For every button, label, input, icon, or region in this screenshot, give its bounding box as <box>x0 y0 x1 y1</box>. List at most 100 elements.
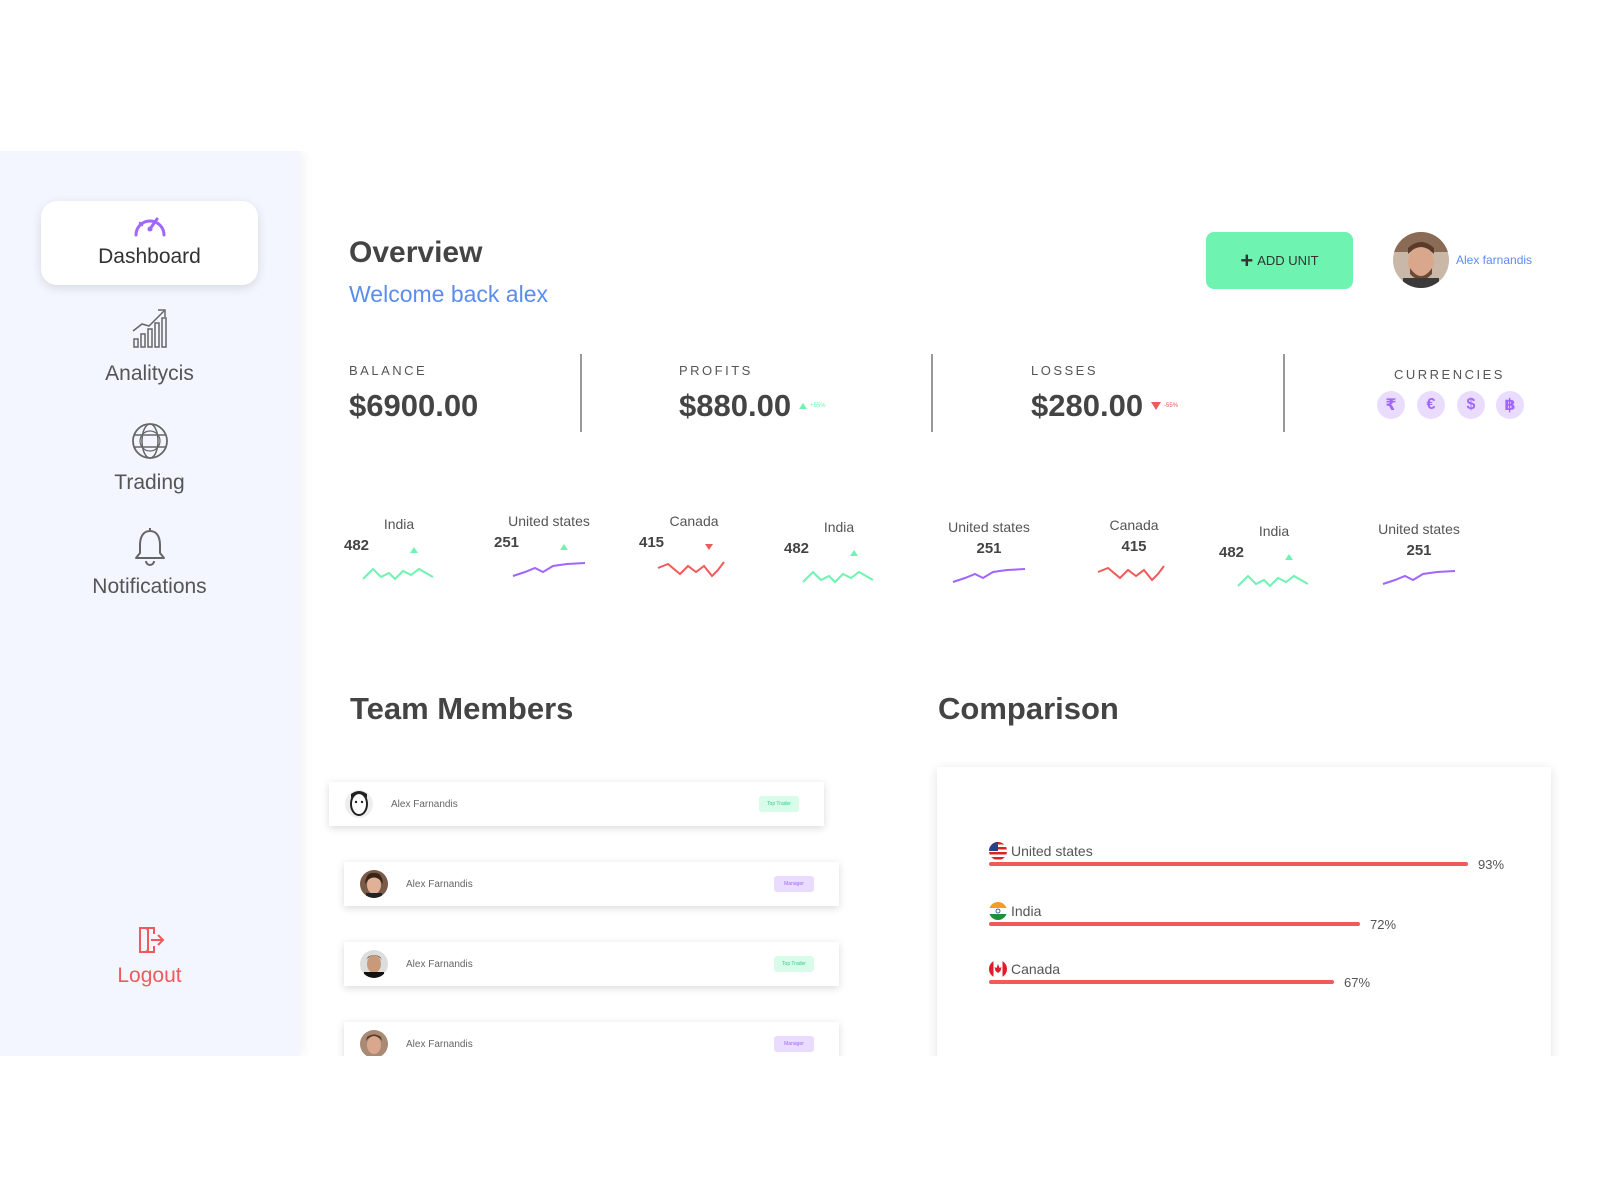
sparkline-line <box>1237 574 1309 588</box>
logout-icon <box>138 927 164 953</box>
losses-change: -55% <box>1164 403 1179 409</box>
sparkline-value: 415 <box>1121 538 1147 555</box>
sparkline-value: 251 <box>976 540 1002 557</box>
add-unit-button[interactable]: + ADD UNIT <box>1206 232 1353 289</box>
sparkline-line <box>362 567 434 581</box>
list-item[interactable]: Alex Farnandis Manager <box>344 862 839 906</box>
comparison-percent: 93% <box>1478 857 1505 872</box>
sparkline-country: Canada <box>669 513 719 529</box>
sparkline-card: United states 251 <box>494 513 604 580</box>
sparkline-line <box>802 570 874 584</box>
sparkline-card: Canada 415 <box>1079 517 1189 584</box>
sparkline-card: United states 251 <box>934 519 1044 586</box>
triangle-up-icon <box>559 544 568 550</box>
sparkline-country: United states <box>1378 521 1460 537</box>
triangle-up-icon <box>849 550 858 556</box>
comparison-row: United states 93% <box>989 842 1504 872</box>
sparkline-country: India <box>823 519 855 535</box>
sidebar-item-label: Dashboard <box>98 245 201 268</box>
main-content: Overview Welcome back alex + ADD UNIT Al… <box>300 151 1600 1056</box>
losses-caption: LOSSES <box>1031 363 1099 378</box>
rupee-icon[interactable]: ₹ <box>1377 391 1405 419</box>
sidebar-item-label: Notifications <box>92 575 207 598</box>
avatar <box>360 870 388 898</box>
sparkline-card: India 482 <box>344 516 454 583</box>
losses-value: $280.00 <box>1031 388 1144 423</box>
sparkline-card: United states 251 <box>1364 521 1474 588</box>
triangle-up-icon <box>1284 554 1293 560</box>
avatar <box>345 790 373 818</box>
comparison-country: Canada <box>1011 961 1061 977</box>
triangle-down-icon <box>1151 402 1162 410</box>
speedometer-icon <box>134 217 165 237</box>
comparison-card: United states 93% India 72% <box>937 767 1551 1056</box>
logout-button[interactable]: Logout <box>41 924 258 988</box>
member-name: Alex Farnandis <box>391 798 458 810</box>
bitcoin-icon[interactable]: ฿ <box>1496 391 1524 419</box>
user-profile[interactable]: Alex farnandis <box>1393 232 1532 288</box>
sparkline-country: United states <box>948 519 1030 535</box>
sparkline-value: 251 <box>1406 542 1432 559</box>
sparkline-line <box>1382 570 1456 585</box>
comparison-row: India 72% <box>989 902 1396 932</box>
role-badge: Top Trader <box>774 956 814 972</box>
sparkline-chart <box>1097 565 1165 582</box>
sidebar-item-trading[interactable]: Trading <box>41 421 258 495</box>
sparkline-chart <box>1237 574 1309 588</box>
team-members-title: Team Members <box>350 691 574 726</box>
avatar <box>1393 232 1449 288</box>
sidebar-item-dashboard[interactable]: Dashboard <box>41 201 258 285</box>
comparison-country: India <box>1011 903 1042 919</box>
list-item[interactable]: Alex Farnandis Manager <box>344 1022 839 1056</box>
triangle-up-icon <box>409 547 418 553</box>
sparkline-value: 482 <box>1219 544 1245 561</box>
profits-change: +55% <box>810 403 826 409</box>
balance-value: $6900.00 <box>349 388 479 423</box>
user-name: Alex farnandis <box>1456 253 1533 267</box>
sparkline-chart <box>1382 570 1456 585</box>
divider <box>931 354 933 432</box>
sparkline-chart <box>657 561 725 578</box>
progress-bar <box>989 922 1360 926</box>
sparkline-chart <box>952 568 1026 583</box>
sparkline-country: United states <box>508 513 590 529</box>
growth-chart-icon <box>132 309 167 348</box>
sparkline-country: India <box>1258 523 1290 539</box>
sparkline-card: India 482 <box>784 519 894 586</box>
avatar <box>360 950 388 978</box>
plus-icon: + <box>1240 247 1254 273</box>
add-unit-label: ADD UNIT <box>1257 253 1319 268</box>
sparkline-chart <box>802 570 874 584</box>
sidebar-item-label: Trading <box>114 471 185 494</box>
sidebar-item-analytics[interactable]: Analitycis <box>41 306 258 386</box>
sparkline-country: Canada <box>1109 517 1159 533</box>
comparison-percent: 72% <box>1370 917 1397 932</box>
losses-stat: LOSSES $280.00 -55% <box>1031 363 1178 424</box>
sparkline-card: India 482 <box>1219 523 1329 590</box>
globe-icon <box>131 423 168 459</box>
us-flag-icon <box>989 842 1007 860</box>
list-item[interactable]: Alex Farnandis Top Trader <box>329 782 824 826</box>
canada-flag-icon <box>989 960 1007 978</box>
role-badge: Manager <box>774 1036 814 1052</box>
profits-caption: PROFITS <box>679 363 753 378</box>
sparkline-line <box>657 561 725 578</box>
list-item[interactable]: Alex Farnandis Top Trader <box>344 942 839 986</box>
comparison-country: United states <box>1011 843 1093 859</box>
member-name: Alex Farnandis <box>406 958 473 970</box>
euro-icon[interactable]: € <box>1417 391 1445 419</box>
sparkline-line <box>952 568 1026 583</box>
profits-value: $880.00 <box>679 388 792 423</box>
progress-bar <box>989 862 1468 866</box>
sparkline-value: 482 <box>784 540 810 557</box>
dollar-icon[interactable]: $ <box>1457 391 1485 419</box>
role-badge: Top Trader <box>759 796 799 812</box>
sidebar: Dashboard Analitycis Trading <box>0 151 300 1056</box>
currencies-caption: CURRENCIES <box>1394 367 1505 382</box>
sparkline-chart <box>512 562 586 577</box>
bell-icon <box>134 528 165 566</box>
sparkline-value: 251 <box>494 534 520 551</box>
sidebar-item-notifications[interactable]: Notifications <box>41 527 258 599</box>
sparkline-value: 482 <box>344 537 370 554</box>
triangle-down-icon <box>704 544 713 550</box>
